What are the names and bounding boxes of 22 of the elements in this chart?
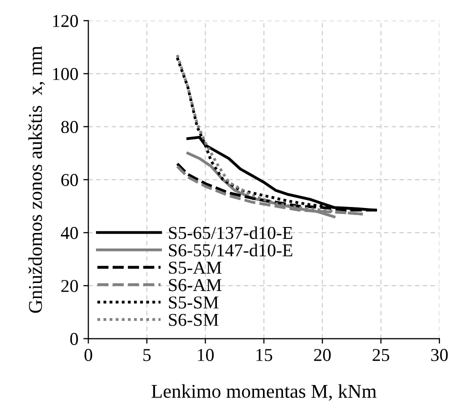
legend-label: S6-AM xyxy=(168,279,222,292)
x-tick-label: 15 xyxy=(256,348,272,362)
x-tick-label: 30 xyxy=(431,348,448,362)
legend-label: S5-65/137-d10-E xyxy=(168,226,292,240)
y-axis-title: Gniuždomos zonos aukštis x, mm xyxy=(28,46,45,313)
y-tick-label: 20 xyxy=(61,280,78,292)
legend-label: S5-SM xyxy=(168,296,218,309)
x-tick-label: 5 xyxy=(143,349,151,362)
y-tick-label: 0 xyxy=(70,332,78,346)
y-tick-label: 40 xyxy=(60,226,78,240)
x-tick-label: 20 xyxy=(314,348,331,362)
y-tick-label: 60 xyxy=(61,174,78,186)
x-axis-title: Lenkimo momentas M, kNm xyxy=(152,384,376,401)
y-tick-label: 120 xyxy=(53,14,78,28)
x-tick-label: 10 xyxy=(198,348,214,362)
y-tick-label: 80 xyxy=(61,120,78,134)
legend-label: S6-55/147-d10-E xyxy=(168,244,292,256)
x-tick-label: 25 xyxy=(372,348,390,362)
legend-label: S6-SM xyxy=(168,314,218,326)
x-tick-label: 0 xyxy=(84,348,92,362)
y-tick-label: 100 xyxy=(53,68,78,80)
legend-label: S5-AM xyxy=(168,262,222,274)
